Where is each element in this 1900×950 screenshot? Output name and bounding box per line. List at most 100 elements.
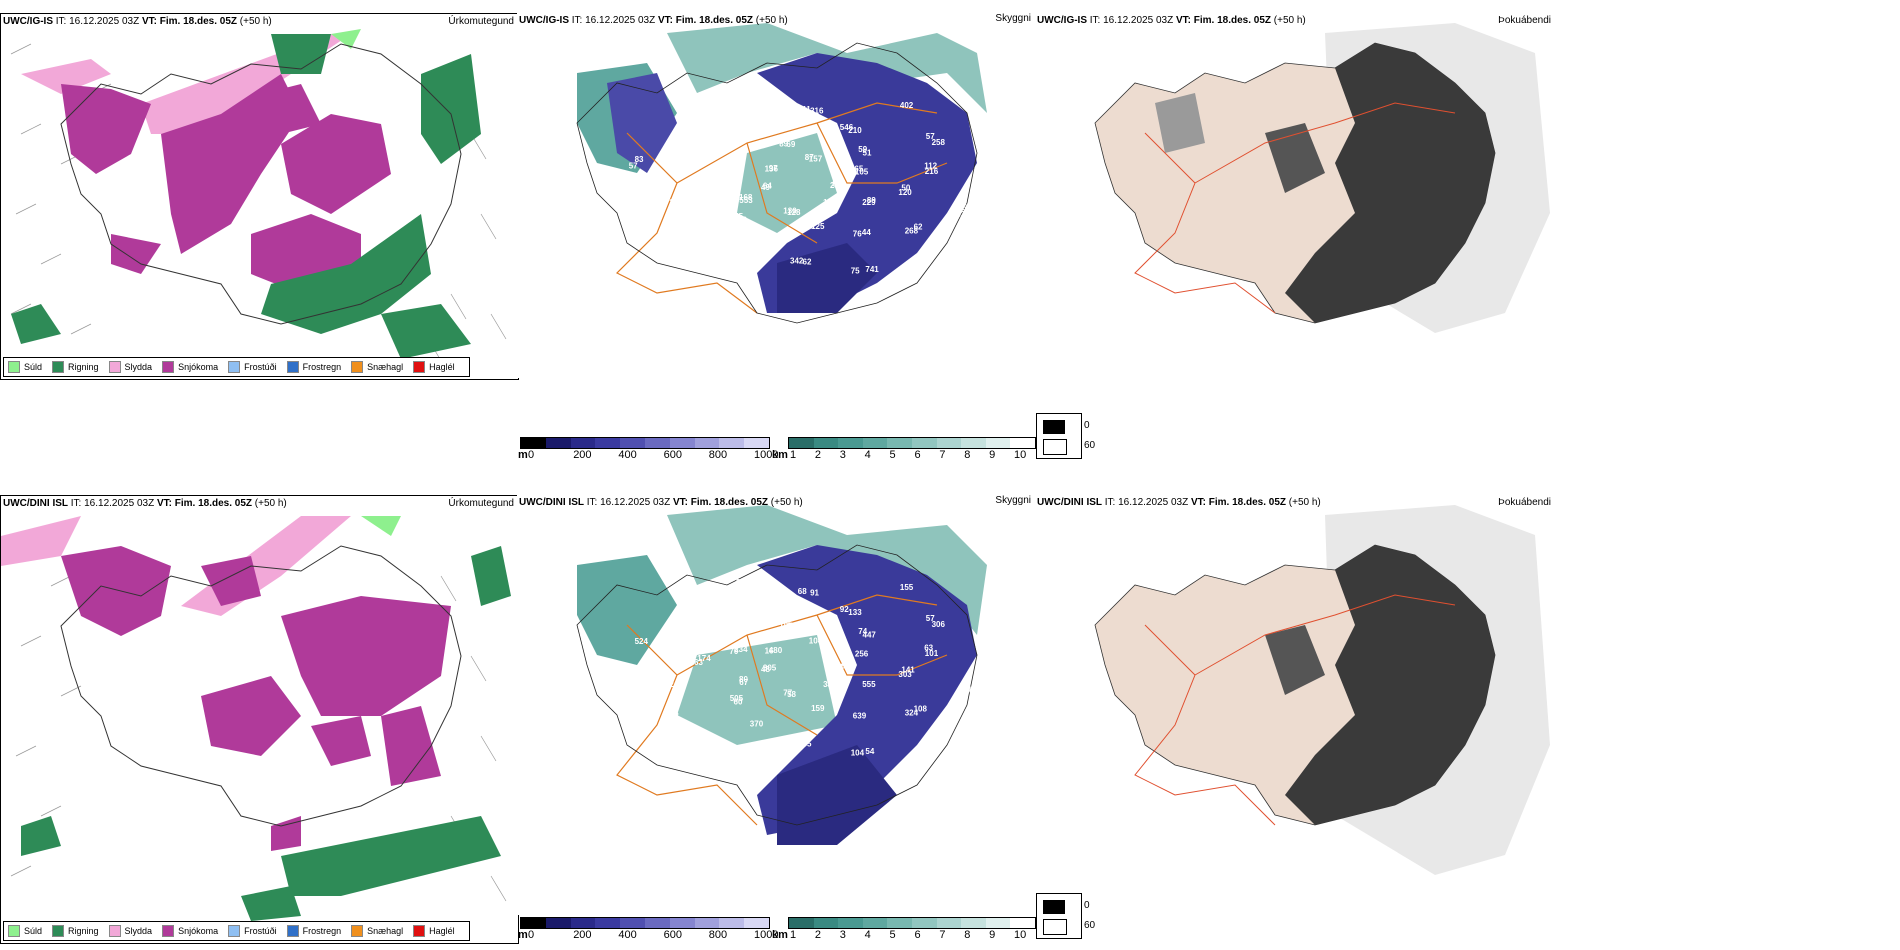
- visibility-value: 136: [765, 165, 779, 174]
- precip-title: Úrkomutegund: [448, 498, 514, 509]
- visibility-value: 546: [840, 123, 854, 132]
- tick-label: 400: [618, 929, 637, 941]
- legend-label: Frostregn: [302, 362, 342, 372]
- vt-value: Fim. 18.des. 05Z: [690, 497, 769, 508]
- visibility-value: 741: [865, 265, 879, 274]
- legend-item: Snæhagl: [351, 925, 403, 937]
- tick-label: 9: [989, 449, 996, 461]
- visibility-value: 52: [672, 233, 681, 242]
- visibility-value: 128: [787, 208, 801, 217]
- fog-map-panel-row2: UWC/DINI ISL IT: 16.12.2025 03Z VT: Fim.…: [1035, 495, 1555, 915]
- visibility-value: 104: [851, 749, 865, 758]
- visibility-value: 639: [853, 712, 867, 721]
- precip-legend: Súld Rigning Slydda Snjókoma Frostúði Frostre…: [3, 921, 470, 941]
- visibility-value: 112: [924, 161, 937, 170]
- visibility-unit: km: [772, 449, 788, 461]
- legend-swatch: [286, 361, 299, 373]
- visibility-value: 174: [697, 654, 711, 663]
- tick-label: 1: [790, 449, 797, 461]
- fog-title: Þokuábendi: [1498, 497, 1551, 508]
- visibility-value: 57: [926, 132, 935, 141]
- legend-label: Snæhagl: [367, 926, 404, 936]
- fog-legend-bottom: 60: [1084, 440, 1096, 451]
- legend-swatch: [52, 361, 65, 373]
- visibility-value: 553: [739, 196, 753, 205]
- visibility-value: 141: [901, 666, 915, 675]
- tick-label: 1: [790, 929, 797, 941]
- panel-header: UWC/IG-IS IT: 16.12.2025 03Z VT: Fim. 18…: [1037, 15, 1306, 26]
- legend-swatch: [413, 925, 426, 937]
- panel-header: UWC/IG-IS IT: 16.12.2025 03Z VT: Fim. 18…: [519, 15, 788, 26]
- visibility-title: Skyggni: [995, 495, 1031, 506]
- visibility-value: 89: [867, 196, 876, 205]
- coastline: [60, 43, 462, 325]
- visibility-value: 36: [721, 98, 730, 107]
- precip-title: Úrkomutegund: [448, 16, 514, 27]
- precip-map-panel-row2: UWC/DINI ISL IT: 16.12.2025 03Z VT: Fim.…: [0, 495, 519, 944]
- visibility-value: 51: [863, 148, 872, 157]
- tick-label: 8: [964, 929, 971, 941]
- visibility-value: 352: [734, 215, 748, 224]
- visibility-value: 210: [848, 126, 862, 135]
- visibility-value: 524: [635, 637, 649, 646]
- visibility-value: 50: [901, 184, 910, 193]
- legend-swatch: [108, 361, 121, 373]
- visibility-value: 135: [700, 264, 714, 273]
- legend-label: Snjókoma: [178, 926, 219, 936]
- legend-swatch: [228, 925, 241, 937]
- legend-swatch: [162, 925, 175, 937]
- model-name: UWC/DINI ISL: [1037, 497, 1102, 508]
- vt-label: VT:: [657, 15, 673, 26]
- fog-dark-area: [1285, 43, 1495, 323]
- visibility-value: 256: [855, 650, 869, 659]
- visibility-value: 133: [848, 608, 862, 617]
- it-label: IT:: [1089, 15, 1101, 26]
- visibility-value: 10: [697, 172, 706, 181]
- tick-label: 5: [889, 449, 896, 461]
- slydda-area-2: [21, 59, 111, 94]
- legend-label: Slydda: [124, 926, 153, 936]
- visibility-value: 59: [858, 145, 867, 154]
- visibility-colorbar-row2: [788, 917, 1036, 929]
- visibility-value: 64: [763, 182, 772, 191]
- vt-value: Fim. 18.des. 05Z: [174, 498, 253, 509]
- visibility-value: 105: [855, 168, 869, 177]
- visibility-value: 64: [963, 686, 972, 695]
- visibility-ticks: 1 2 3 4 5 6 7 8 9 10: [790, 449, 1036, 463]
- visibility-value: 505: [730, 694, 744, 703]
- visibility-value: 233: [830, 181, 844, 190]
- legend-label: Frostregn: [302, 926, 342, 936]
- tick-label: 6: [914, 929, 921, 941]
- visibility-value: 72: [750, 237, 759, 246]
- visibility-value: 336: [823, 680, 837, 689]
- cloud-area: [667, 23, 987, 113]
- visibility-value: 97: [769, 164, 778, 173]
- visibility-value: 135: [737, 133, 751, 142]
- tick-label: 4: [864, 449, 871, 461]
- visibility-value: 69: [786, 140, 795, 149]
- legend-swatch: [162, 361, 175, 373]
- visibility-value: 57: [926, 614, 935, 623]
- terrain-ticks: 0 200 400 600 800 1000: [528, 929, 778, 943]
- legend-label: Snæhagl: [367, 362, 404, 372]
- it-value: 16.12.2025 03Z: [84, 498, 155, 509]
- legend-swatch: [228, 361, 241, 373]
- visibility-value: 125: [700, 746, 714, 755]
- visibility-value: 303: [898, 670, 912, 679]
- fog-legend-row2: [1036, 893, 1082, 939]
- visibility-value: 480: [769, 646, 783, 655]
- visibility-value: 662: [832, 180, 846, 189]
- visibility-value: 225: [669, 198, 683, 207]
- precip-map-svg-row2: [1, 516, 511, 921]
- visibility-value: 128: [823, 198, 837, 207]
- visibility-value: 300: [685, 138, 699, 147]
- it-label: IT:: [586, 497, 598, 508]
- vt-label: VT:: [1190, 497, 1206, 508]
- visibility-value: 120: [688, 740, 702, 749]
- it-value: 16.12.2025 03Z: [69, 16, 140, 27]
- tick-label: 2: [814, 929, 821, 941]
- model-name: UWC/DINI ISL: [519, 497, 584, 508]
- visibility-value: 76: [853, 230, 862, 239]
- visibility-value: 68: [786, 622, 795, 631]
- visibility-value: 83: [635, 155, 644, 164]
